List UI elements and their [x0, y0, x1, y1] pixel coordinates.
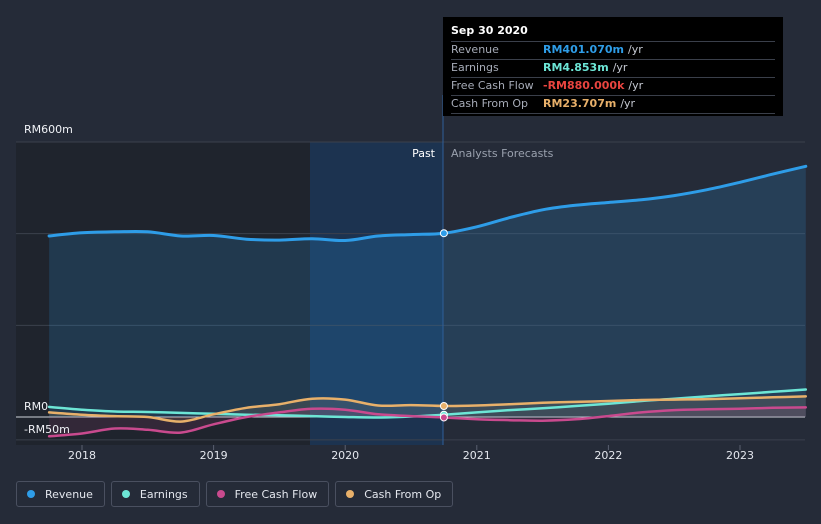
- x-tick-label: 2018: [68, 449, 96, 462]
- legend-dot-icon: [216, 490, 225, 498]
- x-tick-label: 2021: [463, 449, 491, 462]
- legend-dot-icon: [121, 490, 130, 498]
- tooltip-value: RM23.707m: [543, 97, 617, 110]
- x-tick-label: 2022: [594, 449, 622, 462]
- tooltip-row-free-cash-flow: Free Cash Flow -RM880.000k /yr: [451, 78, 775, 96]
- tooltip-value: RM4.853m: [543, 61, 609, 74]
- y-tick-top: RM600m: [24, 123, 73, 136]
- legend-label: Revenue: [45, 487, 93, 501]
- tooltip-label: Earnings: [451, 61, 499, 74]
- series-lines: [47, 164, 808, 438]
- tooltip-label: Free Cash Flow: [451, 79, 534, 92]
- legend-label: Free Cash Flow: [234, 487, 318, 501]
- x-tick-label: 2019: [200, 449, 228, 462]
- x-tick-label: 2020: [331, 449, 359, 462]
- free-cash-flow-area: [49, 407, 806, 437]
- revenue-marker: [439, 229, 448, 238]
- legend-dot-icon: [27, 490, 35, 498]
- tooltip-unit: /yr: [612, 61, 628, 74]
- legend-label: Earnings: [139, 487, 188, 501]
- y-tick-bottom: -RM50m: [24, 423, 70, 436]
- legend-label: Cash From Op: [364, 487, 442, 501]
- x-axis-ticks: 2018 2019 2020 2021 2022 2023: [68, 445, 754, 462]
- tooltip-unit: /yr: [627, 43, 643, 56]
- tooltip-value: RM401.070m: [543, 43, 624, 56]
- cash-from-op-marker: [439, 402, 448, 410]
- legend-earnings[interactable]: Earnings: [110, 481, 200, 507]
- free-cash-flow-line: [47, 406, 808, 438]
- legend-free-cash-flow[interactable]: Free Cash Flow: [205, 481, 330, 507]
- past-label: Past: [412, 147, 436, 160]
- tooltip-unit: /yr: [628, 79, 644, 92]
- cash-from-op-line: [47, 395, 808, 423]
- past-background: [16, 142, 310, 445]
- revenue-area: [49, 166, 806, 417]
- tooltip-value: -RM880.000k: [543, 79, 625, 92]
- series-markers: [439, 229, 448, 422]
- tooltip-row-revenue: Revenue RM401.070m /yr: [451, 42, 775, 60]
- tooltip-date: Sep 30 2020: [451, 23, 775, 42]
- free-cash-flow-marker: [439, 413, 448, 422]
- past-highlight: [310, 142, 443, 445]
- forecast-label: Analysts Forecasts: [451, 147, 554, 160]
- revenue-line: [47, 164, 808, 243]
- legend-cash-from-op[interactable]: Cash From Op: [335, 481, 454, 507]
- tooltip-row-earnings: Earnings RM4.853m /yr: [451, 60, 775, 78]
- tooltip-label: Cash From Op: [451, 97, 529, 110]
- chart-legend: Revenue Earnings Free Cash Flow Cash Fro…: [16, 481, 454, 507]
- x-tick-label: 2023: [726, 449, 754, 462]
- legend-revenue[interactable]: Revenue: [16, 481, 105, 507]
- legend-dot-icon: [346, 490, 355, 498]
- y-tick-zero: RM0: [24, 400, 48, 413]
- tooltip-row-cash-from-op: Cash From Op RM23.707m /yr: [451, 96, 775, 114]
- tooltip-label: Revenue: [451, 43, 499, 56]
- tooltip-unit: /yr: [620, 97, 636, 110]
- data-tooltip: Sep 30 2020 Revenue RM401.070m /yr Earni…: [443, 17, 783, 116]
